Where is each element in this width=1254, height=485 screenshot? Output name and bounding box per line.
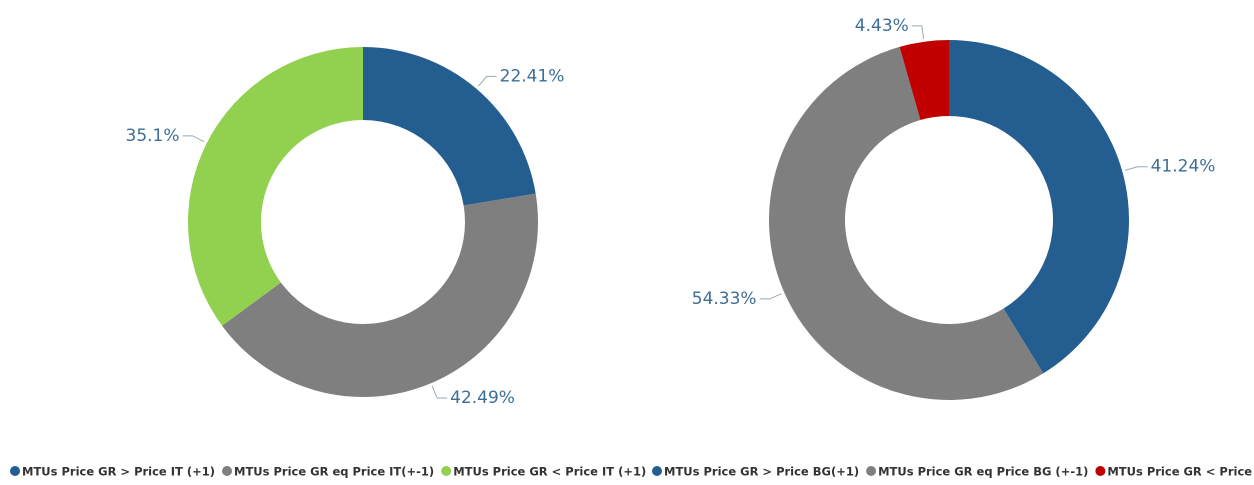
slice <box>188 47 363 326</box>
leader-line <box>477 75 497 87</box>
slice <box>363 47 536 206</box>
data-label: 41.24% <box>1151 157 1216 177</box>
slice <box>949 40 1129 374</box>
leader-line <box>1124 166 1148 171</box>
data-label: 35.1% <box>126 126 180 146</box>
leader-line <box>431 385 448 399</box>
data-label: 22.41% <box>500 66 565 86</box>
legend-marker <box>222 466 233 476</box>
legend-marker <box>441 466 452 476</box>
legend-marker <box>866 466 877 476</box>
leader-line <box>182 135 205 143</box>
leader-line <box>911 25 925 39</box>
legend-label: MTUs Price GR > Price BG(+1) <box>664 465 859 479</box>
slice <box>222 193 539 397</box>
legend-marker <box>10 466 20 476</box>
slice <box>768 46 1044 401</box>
legend-marker <box>1095 466 1106 476</box>
legend-label: MTUs Price GR > Price IT (+1) <box>22 465 215 479</box>
leader-line <box>759 293 782 300</box>
data-label: 42.49% <box>450 388 515 408</box>
legend-label: MTUs Price GR < Price BG(+1) <box>1107 465 1254 479</box>
legend-marker <box>652 466 662 476</box>
legend-label: MTUs Price GR eq Price IT(+-1) <box>234 465 434 479</box>
data-label: 4.43% <box>855 16 909 36</box>
legend-label: MTUs Price GR < Price IT (+1) <box>453 465 646 479</box>
data-label: 54.33% <box>692 289 757 309</box>
legend-label: MTUs Price GR eq Price BG (+-1) <box>878 465 1088 479</box>
slice <box>899 40 949 121</box>
